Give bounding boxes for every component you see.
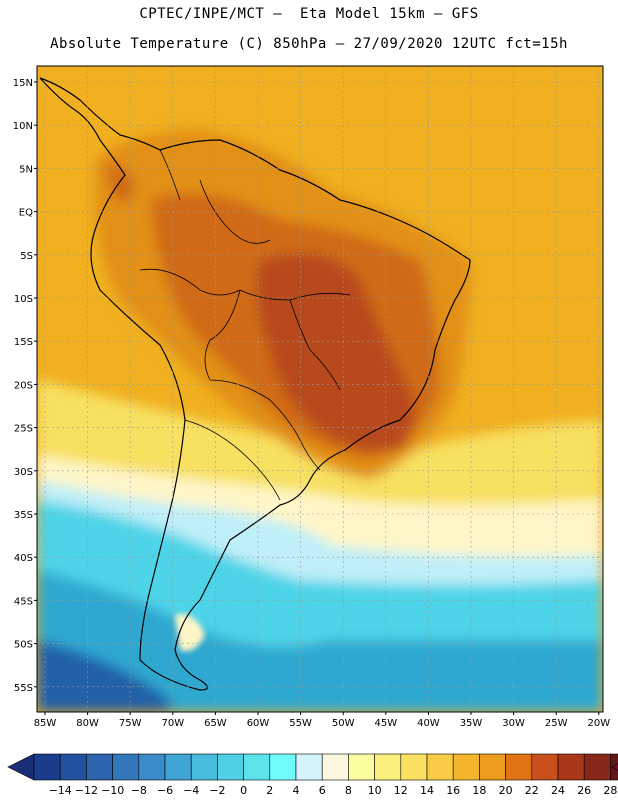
lat-label-5n: 5N [19,164,33,175]
andes-hot-spot [105,164,135,203]
colder-band [37,570,603,712]
colorbar-swatch [112,753,140,781]
lat-label-30s: 30S [14,467,33,478]
colorbar-swatch [374,753,402,781]
lat-label-20s: 20S [14,380,33,391]
lon-label-60w: 60W [247,718,270,729]
colorbar-label: 0 [240,784,247,797]
colorbar-label: −12 [75,784,98,797]
lon-label-45w: 45W [374,718,397,729]
colorbar-label: 26 [577,784,591,797]
lon-label-75w: 75W [119,718,142,729]
latitude-axis: 15N 10N 5N EQ 5S 10S 15S 20S 25S 30S 35S 40S 45S 50S 5… [13,78,37,694]
colorbar-label: 8 [345,784,352,797]
colorbar-label: −2 [209,784,225,797]
colorbar-swatch [557,753,585,781]
lon-label-30w: 30W [502,718,525,729]
lat-label-55s: 55S [14,683,33,694]
colorbar-label: −6 [157,784,173,797]
colorbar-label: 4 [293,784,300,797]
colorbar-label: −10 [101,784,124,797]
lat-label-25s: 25S [14,424,33,435]
lon-label-80w: 80W [76,718,99,729]
lon-label-70w: 70W [161,718,184,729]
colorbar: −14 −12 −10 −8 −6 −4 −2 0 2 4 6 8 10 12 14 16 18 20 22 24 26… [7,753,618,797]
colorbar-swatch [295,753,323,781]
colorbar-label: 22 [525,784,539,797]
very-hot-land-field [256,253,415,451]
colorbar-swatch [269,753,297,781]
colorbar-swatch [86,753,113,781]
lon-label-40w: 40W [417,718,440,729]
colorbar-swatch [348,753,375,781]
colorbar-label: −8 [131,784,147,797]
colorbar-swatch [531,753,559,781]
colorbar-swatch [243,753,271,781]
colorbar-swatch [33,753,61,781]
colorbar-swatch [479,753,506,781]
chart-title-line2: Absolute Temperature (C) 850hPa – 27/09/… [50,36,568,52]
colorbar-swatch [452,753,480,781]
coastline [39,77,471,691]
lat-label-15n: 15N [13,78,33,89]
lat-label-50s: 50S [14,640,33,651]
colorbar-label: −14 [49,784,72,797]
colorbar-swatch [217,753,244,781]
colorbar-swatch [321,753,349,781]
colorbar-swatch [59,753,87,781]
colorbar-label: 24 [551,784,565,797]
lat-label-45s: 45S [14,596,33,607]
lat-label-eq: EQ [19,208,33,219]
lat-label-35s: 35S [14,510,33,521]
map-grid [37,66,603,712]
coldest-band [37,640,170,712]
map-frame [36,65,604,713]
colorbar-label: 10 [368,784,382,797]
lat-label-15s: 15S [14,337,33,348]
colorbar-swatch [164,753,192,781]
colorbar-label: 28 [603,784,617,797]
colorbar-swatch [505,753,533,781]
lat-label-10n: 10N [13,121,33,132]
lon-label-20w: 20W [587,718,610,729]
lat-label-10s: 10S [14,294,33,305]
colorbar-swatch [138,753,166,781]
colorbar-label: 2 [266,784,273,797]
map-field [37,66,603,712]
colorbar-label: −4 [183,784,199,797]
lon-label-55w: 55W [289,718,312,729]
colorbar-swatch [400,753,428,781]
colorbar-swatch [583,753,611,781]
colorbar-swatch [426,753,454,781]
colorbar-label: 18 [472,784,486,797]
lon-label-85w: 85W [34,718,57,729]
colorbar-label: 14 [420,784,434,797]
country-borders [139,149,351,501]
colorbar-swatch [190,753,218,781]
patagonia-pale-spot [175,614,205,651]
colorbar-label: 12 [394,784,408,797]
colorbar-over-arrow [611,763,618,771]
lat-label-5s: 5S [20,251,33,262]
colorbar-label: 6 [319,784,326,797]
lon-label-35w: 35W [460,718,483,729]
lon-label-25w: 25W [545,718,568,729]
chart-title-line1: CPTEC/INPE/MCT – Eta Model 15km – GFS [139,6,479,22]
longitude-axis: 85W 80W 75W 70W 65W 60W 55W 50W 45W 40W 35W 30W 25W 2… [34,712,610,729]
colorbar-under-arrow [7,753,35,781]
colorbar-label: 20 [499,784,513,797]
colorbar-label: 16 [446,784,460,797]
lon-label-65w: 65W [204,718,227,729]
lon-label-50w: 50W [332,718,355,729]
lat-label-40s: 40S [14,553,33,564]
